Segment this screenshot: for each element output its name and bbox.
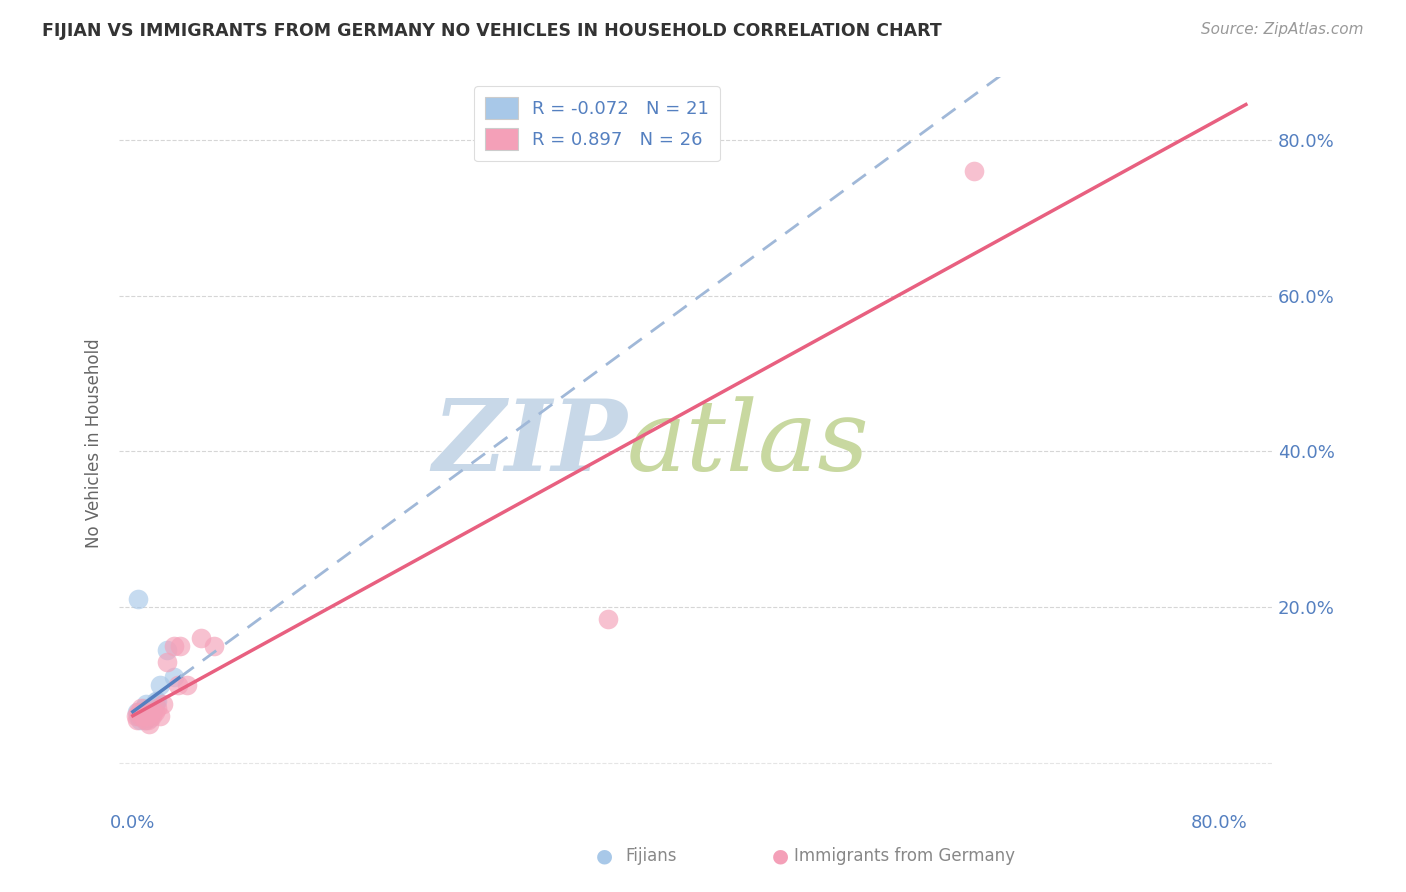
Point [138, 703, 160, 717]
Point [127, 709, 149, 723]
Point [169, 639, 191, 653]
Point [135, 698, 157, 712]
Text: ●: ● [596, 847, 613, 865]
Point [145, 693, 167, 707]
Point [142, 701, 165, 715]
Point [166, 678, 188, 692]
Point [127, 705, 149, 719]
Point [131, 705, 153, 719]
Point [124, 709, 146, 723]
Point [129, 709, 152, 723]
Point [141, 699, 163, 714]
Text: Source: ZipAtlas.com: Source: ZipAtlas.com [1201, 22, 1364, 37]
Point [202, 639, 225, 653]
Point [162, 670, 184, 684]
Point [128, 713, 150, 727]
Point [149, 678, 172, 692]
Point [132, 709, 155, 723]
Y-axis label: No Vehicles in Household: No Vehicles in Household [86, 339, 103, 549]
Point [136, 713, 159, 727]
Point [141, 709, 163, 723]
Point [143, 705, 166, 719]
Point [125, 705, 148, 719]
Point [963, 164, 986, 178]
Point [132, 701, 155, 715]
Point [127, 592, 149, 607]
Point [162, 639, 184, 653]
Point [142, 705, 165, 719]
Point [128, 709, 150, 723]
Legend: R = -0.072   N = 21, R = 0.897   N = 26: R = -0.072 N = 21, R = 0.897 N = 26 [474, 87, 720, 161]
Point [146, 701, 169, 715]
Point [156, 655, 179, 669]
Point [146, 693, 169, 707]
Point [131, 705, 153, 719]
Point [156, 643, 179, 657]
Point [139, 711, 162, 725]
Point [152, 698, 174, 712]
Point [596, 612, 619, 626]
Point [135, 709, 157, 723]
Point [129, 701, 152, 715]
Point [132, 709, 155, 723]
Text: ZIP: ZIP [432, 395, 627, 491]
Point [176, 678, 198, 692]
Point [190, 631, 212, 645]
Point [143, 698, 166, 712]
Text: atlas: atlas [627, 396, 870, 491]
Text: Fijians: Fijians [626, 847, 678, 865]
Point [134, 713, 156, 727]
Text: ●: ● [772, 847, 789, 865]
Point [134, 713, 156, 727]
Text: FIJIAN VS IMMIGRANTS FROM GERMANY NO VEHICLES IN HOUSEHOLD CORRELATION CHART: FIJIAN VS IMMIGRANTS FROM GERMANY NO VEH… [42, 22, 942, 40]
Point [125, 713, 148, 727]
Point [149, 709, 172, 723]
Point [138, 717, 160, 731]
Text: Immigrants from Germany: Immigrants from Germany [794, 847, 1015, 865]
Point [136, 701, 159, 715]
